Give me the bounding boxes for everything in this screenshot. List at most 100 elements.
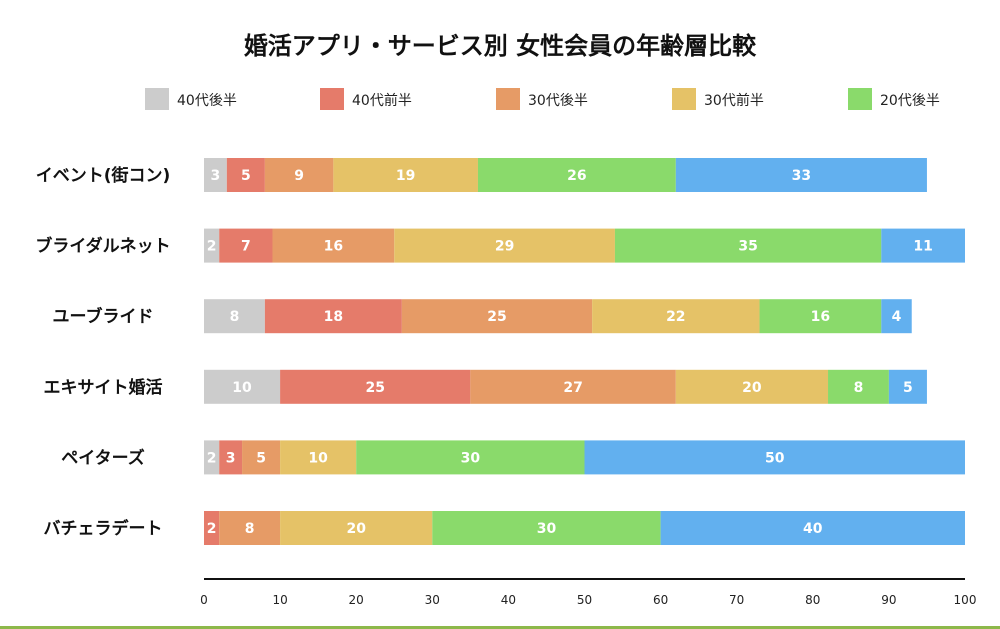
- x-tick-label: 50: [577, 593, 592, 607]
- bar-segment: [432, 511, 661, 545]
- data-label: 25: [487, 309, 506, 325]
- bar-segment: [204, 511, 220, 545]
- bar-segment: [264, 299, 402, 334]
- data-label: 2: [207, 239, 217, 255]
- bar-segment: [584, 440, 965, 475]
- legend-swatch: [672, 88, 696, 110]
- data-label: 8: [245, 521, 255, 537]
- x-tick-label: 60: [653, 593, 668, 607]
- bars: 3 5 9 19 26 332 7 16 29 35 118 18 25 22 16 410 25 27 20 8 52…: [199, 158, 965, 545]
- data-label: 16: [324, 239, 343, 255]
- bar-segment: [204, 299, 265, 334]
- bar-segment: [272, 228, 395, 263]
- bar-segment: [828, 369, 889, 404]
- legend: 40代後半 40代前半 30代後半 30代前半 20代後半: [145, 88, 940, 110]
- x-tick-label: 40: [501, 593, 516, 607]
- data-label: 8: [854, 380, 864, 396]
- bar-segment: [280, 440, 357, 475]
- bar-segment: [675, 369, 829, 404]
- x-tick-label: 90: [881, 593, 896, 607]
- bar-segment: [264, 158, 334, 192]
- category-label: ペイターズ: [61, 447, 144, 468]
- data-label: 35: [738, 239, 757, 255]
- data-label: 9: [294, 168, 304, 184]
- data-label: 30: [537, 521, 557, 537]
- bar-segment: [592, 299, 760, 334]
- bar-segment: [219, 228, 273, 263]
- data-label: 16: [811, 309, 830, 325]
- x-tick-label: 80: [805, 593, 820, 607]
- data-label: 3: [226, 450, 236, 466]
- data-label: 30: [461, 450, 481, 466]
- bar-segment: [759, 299, 882, 334]
- x-tick-label: 20: [349, 593, 364, 607]
- legend-swatch: [145, 88, 169, 110]
- bar-segment: [881, 299, 912, 334]
- category-label: エキサイト婚活: [44, 377, 163, 398]
- legend-swatch: [496, 88, 520, 110]
- bar-segment: [614, 228, 882, 263]
- legend-swatch: [320, 88, 344, 110]
- data-label: 4: [892, 309, 902, 325]
- data-label: 26: [567, 168, 586, 184]
- bar-segment: [204, 228, 220, 263]
- bar-segment: [477, 158, 676, 192]
- data-label: 10: [308, 450, 328, 466]
- bar-segment: [242, 440, 281, 475]
- x-tick-label: 100: [954, 593, 977, 607]
- data-label: 22: [666, 309, 685, 325]
- data-label: 40: [803, 521, 823, 537]
- bar-segment: [333, 158, 478, 192]
- data-label: 5: [256, 450, 266, 466]
- data-label: 33: [792, 168, 811, 184]
- chart-title: 婚活アプリ・サービス別 女性会員の年齢層比較: [243, 32, 757, 60]
- data-label: 2: [207, 521, 217, 537]
- bar-segment: [280, 369, 471, 404]
- bar-segment: [204, 440, 220, 475]
- category-label: バチェラデート: [44, 518, 163, 539]
- data-label: 7: [241, 239, 251, 255]
- legend-swatch: [848, 88, 872, 110]
- data-label: 10: [232, 380, 252, 396]
- bar-segment: [280, 511, 433, 545]
- data-label: 5: [241, 168, 251, 184]
- x-tick-label: 0: [200, 593, 208, 607]
- data-label: 3: [211, 168, 221, 184]
- bar-segment: [226, 158, 265, 192]
- data-label: 50: [765, 450, 785, 466]
- legend-label: 30代前半: [704, 92, 764, 109]
- bar-segment: [401, 299, 593, 334]
- bar-segment: [219, 440, 243, 475]
- category-label: イベント(街コン): [36, 165, 171, 186]
- legend-label: 40代前半: [352, 92, 412, 109]
- data-label: 20: [742, 380, 762, 396]
- data-label: 11: [913, 239, 932, 255]
- bar-segment: [394, 228, 615, 263]
- data-label: 20: [346, 521, 366, 537]
- category-labels: イベント(街コン) ブライダルネットユーブライドエキサイト婚活ペイターズバチェラデ…: [35, 165, 170, 539]
- bar-segment: [204, 369, 281, 404]
- x-axis: 0 10 20 30 40 50 60 70 80 90 100: [200, 578, 977, 607]
- bar-segment: [356, 440, 585, 475]
- x-tick-label: 10: [272, 593, 287, 607]
- bar-segment: [888, 369, 927, 404]
- legend-label: 20代後半: [880, 93, 940, 109]
- data-label: 2: [207, 450, 217, 466]
- bar-segment: [675, 158, 927, 192]
- category-label: ユーブライド: [53, 306, 154, 327]
- bar-segment: [219, 511, 281, 545]
- x-tick-label: 70: [729, 593, 744, 607]
- data-label: 27: [563, 380, 582, 396]
- bar-segment: [204, 158, 227, 192]
- category-label: ブライダルネット: [35, 236, 170, 257]
- data-label: 18: [324, 309, 343, 325]
- data-label: 19: [396, 168, 415, 184]
- data-label: 8: [230, 309, 240, 325]
- legend-label: 30代後半: [528, 93, 588, 109]
- data-label: 29: [495, 239, 514, 255]
- bar-segment: [881, 228, 965, 263]
- data-label: 25: [365, 380, 384, 396]
- legend-label: 40代後半: [177, 93, 237, 109]
